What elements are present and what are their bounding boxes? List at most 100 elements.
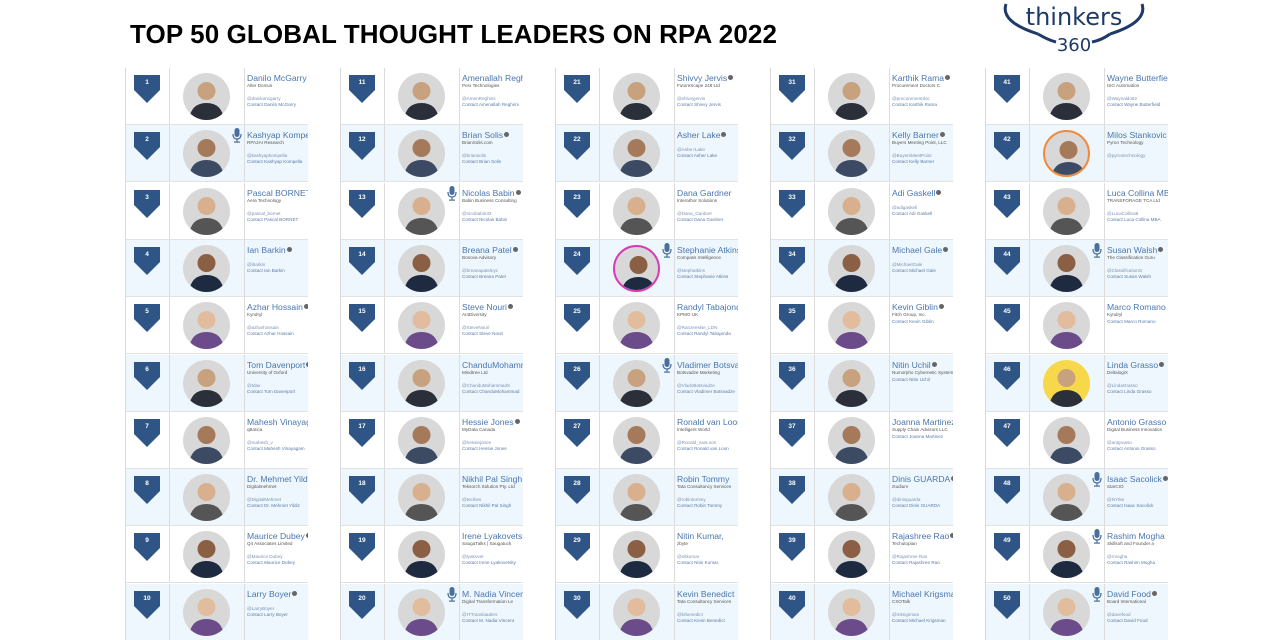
leader-row[interactable]: 35 Kevin Giblin Fitch Group, Inc. Contact K… [771,297,953,355]
leader-name[interactable]: Steve Nouri [462,302,523,312]
leader-name[interactable]: Kevin Benedict [677,589,738,599]
leader-row[interactable]: 50 David Food Board International @davefood… [986,583,1168,640]
leader-row[interactable]: 5 Azhar Hossain Kyndryl @azharhossain Contac… [126,297,308,355]
avatar[interactable] [613,531,660,579]
leader-name-text[interactable]: Isaac Sacolick [1107,474,1162,485]
leader-name[interactable]: Brian Solis [462,130,523,140]
leader-name-text[interactable]: Wayne Butterfield [1107,73,1168,83]
contact-link[interactable]: Contact Steve Nouri [462,331,504,337]
leader-name-text[interactable]: Steve Nouri [462,302,507,313]
contact-link[interactable]: Contact Danilo McGarry [247,102,297,107]
leader-row[interactable]: 21 Shivvy Jervis FutureScape 248 Ltd @shivv… [556,68,738,125]
contact-link[interactable]: Contact Wayne Butterfield [1107,102,1161,107]
leader-name-text[interactable]: Danilo McGarry [247,73,307,83]
avatar[interactable] [1043,130,1090,178]
twitter-handle[interactable]: @shivvyjervis [677,96,706,101]
twitter-handle[interactable]: @Dana_Gardner [677,210,713,216]
contact-link[interactable]: Contact ChanduMohammad [462,388,520,394]
leader-row[interactable]: 48 Isaac Sacolick StarCIO @NYIke Contact Isa… [986,469,1168,527]
leader-name[interactable]: Luca Collina MBA [1107,188,1168,198]
leader-name-text[interactable]: Luca Collina MBA [1107,187,1168,198]
contact-link[interactable]: Contact Susan Walsh [1107,273,1152,279]
avatar[interactable] [398,416,445,464]
contact-link[interactable]: Contact Brian Solis [462,159,502,165]
leader-row[interactable]: 28 Robin Tommy Tata Consultancy Services @r… [556,469,738,527]
leader-row[interactable]: 30 Kevin Benedict Tata Consultancy Service… [556,583,738,640]
leader-name[interactable]: Ian Barkin [247,245,308,255]
leader-name[interactable]: Nitin Kumar, [677,531,738,541]
leader-row[interactable]: 12 Brian Solis BrianSolis.com @briansolis Co… [341,125,523,183]
twitter-handle[interactable]: @Waynaldo82 [1107,96,1138,101]
leader-name[interactable]: Ronald van Loon [677,417,738,427]
leader-name[interactable]: Dr. Mehmet Yildiz [247,474,308,484]
twitter-handle[interactable]: @Ronald_vanLoon [677,439,717,445]
twitter-handle[interactable]: @dinisguarda [892,497,921,503]
contact-link[interactable]: Contact Breana Patel [462,273,506,279]
leader-name-text[interactable]: Brian Solis [462,130,504,141]
avatar[interactable] [828,244,875,292]
leader-row[interactable]: 42 Milos Stankovic Pyron Technology @pyront… [986,125,1168,183]
leader-row[interactable]: 11 Amenallah ReghimiPerx Technologies @Ame… [341,68,523,125]
leader-name-text[interactable]: Kevin Benedict [677,588,735,599]
contact-link[interactable]: Contact Shivvy Jervis [677,102,721,107]
leader-name[interactable]: Hessie Jones [462,417,523,427]
avatar[interactable] [398,531,445,579]
leader-name[interactable]: Nikhil Pal Singh [462,474,523,484]
contact-link[interactable]: Contact Maurice Dubey [247,560,296,566]
leader-name[interactable]: Irene Lyakovetsky [462,531,523,541]
leader-name-text[interactable]: Antonio Grasso [1107,416,1167,427]
avatar[interactable] [828,474,875,522]
leader-name-text[interactable]: David Food [1107,588,1151,599]
twitter-handle[interactable]: @azharhossain [247,325,279,331]
leader-name-text[interactable]: Irene Lyakovetsky [462,531,523,542]
contact-link[interactable]: Contact Azhar Hossain [247,331,294,337]
contact-link[interactable]: Contact Joanna Martinez [892,433,944,439]
twitter-handle[interactable]: @mkrigsman [892,611,920,617]
leader-name-text[interactable]: Azhar Hossain [247,302,303,313]
leader-row[interactable]: 3 Pascal BORNET Aera Technology @pascal_bor… [126,182,308,240]
avatar[interactable] [183,244,230,292]
leader-row[interactable]: 2 Kashyap KompellaRPA2AI Research @kashyap… [126,125,308,183]
leader-name-text[interactable]: Vladimer Botsvadze [677,359,738,370]
avatar[interactable] [1043,416,1090,464]
contact-link[interactable]: Contact M. Nadia Vincent [462,617,515,623]
avatar[interactable] [398,474,445,522]
leader-name-text[interactable]: Ronald van Loon [677,416,738,427]
leader-row[interactable]: 29 Nitin Kumar, zbyte @nitkumar Contact Niti… [556,526,738,584]
leader-name-text[interactable]: Kevin Giblin [892,302,938,313]
leader-name[interactable]: Robin Tommy [677,474,738,484]
leader-name-text[interactable]: Nicolas Babin [462,187,515,198]
contact-link[interactable]: Contact Marco Romano [1107,319,1156,325]
leader-name-text[interactable]: Nitin Uchil [892,359,931,370]
leader-row[interactable]: 23 Dana Gardner Interarbor Solutions @Dana_… [556,182,738,240]
avatar[interactable] [828,588,875,636]
twitter-handle[interactable]: @Ashe rLake [677,147,705,153]
leader-name-text[interactable]: Amenallah Reghimi [462,73,523,83]
twitter-handle[interactable]: @SteveNouri [462,325,490,331]
leader-row[interactable]: 45 Marco Romano Kyndryl Contact Marco Roman… [986,297,1168,355]
leader-name[interactable]: David Food [1107,589,1168,599]
leader-name-text[interactable]: Susan Walsh [1107,244,1158,255]
contact-link[interactable]: Contact Dana Gardner [677,216,724,222]
twitter-handle[interactable]: @procurementdoc [892,96,930,101]
twitter-handle[interactable]: @stephatkins [677,267,705,273]
twitter-handle[interactable]: @LindaGrasso [1107,382,1138,388]
leader-row[interactable]: 46 Linda Grasso DeltalogiX @LindaGrasso Cont… [986,354,1168,412]
contact-link[interactable]: Contact Pascal BORNET [247,216,299,222]
avatar[interactable] [1043,73,1090,120]
leader-row[interactable]: 22 Asher Lake @Ashe rLake Contact Asher Lak… [556,125,738,183]
leader-name-text[interactable]: Michael Gale [892,244,943,255]
contact-link[interactable]: Contact Isaac Sacolick [1107,503,1154,509]
leader-name[interactable]: M. Nadia Vincent [462,589,523,599]
contact-link[interactable]: Contact Dinis GUARDA [892,503,941,509]
avatar[interactable] [183,73,230,120]
twitter-handle[interactable]: @pascal_bornet [247,210,281,216]
contact-link[interactable]: Contact Stephanie Atkins [677,273,729,279]
leader-name[interactable]: Breana Patel [462,245,523,255]
leader-name-text[interactable]: Robin Tommy [677,474,730,485]
avatar[interactable] [613,130,660,178]
leader-name[interactable]: Dinis GUARDA [892,474,953,484]
contact-link[interactable]: Contact Mahesh Vinayagam [247,445,305,451]
avatar[interactable] [183,187,230,235]
contact-link[interactable]: Contact Michael Gale [892,267,936,273]
